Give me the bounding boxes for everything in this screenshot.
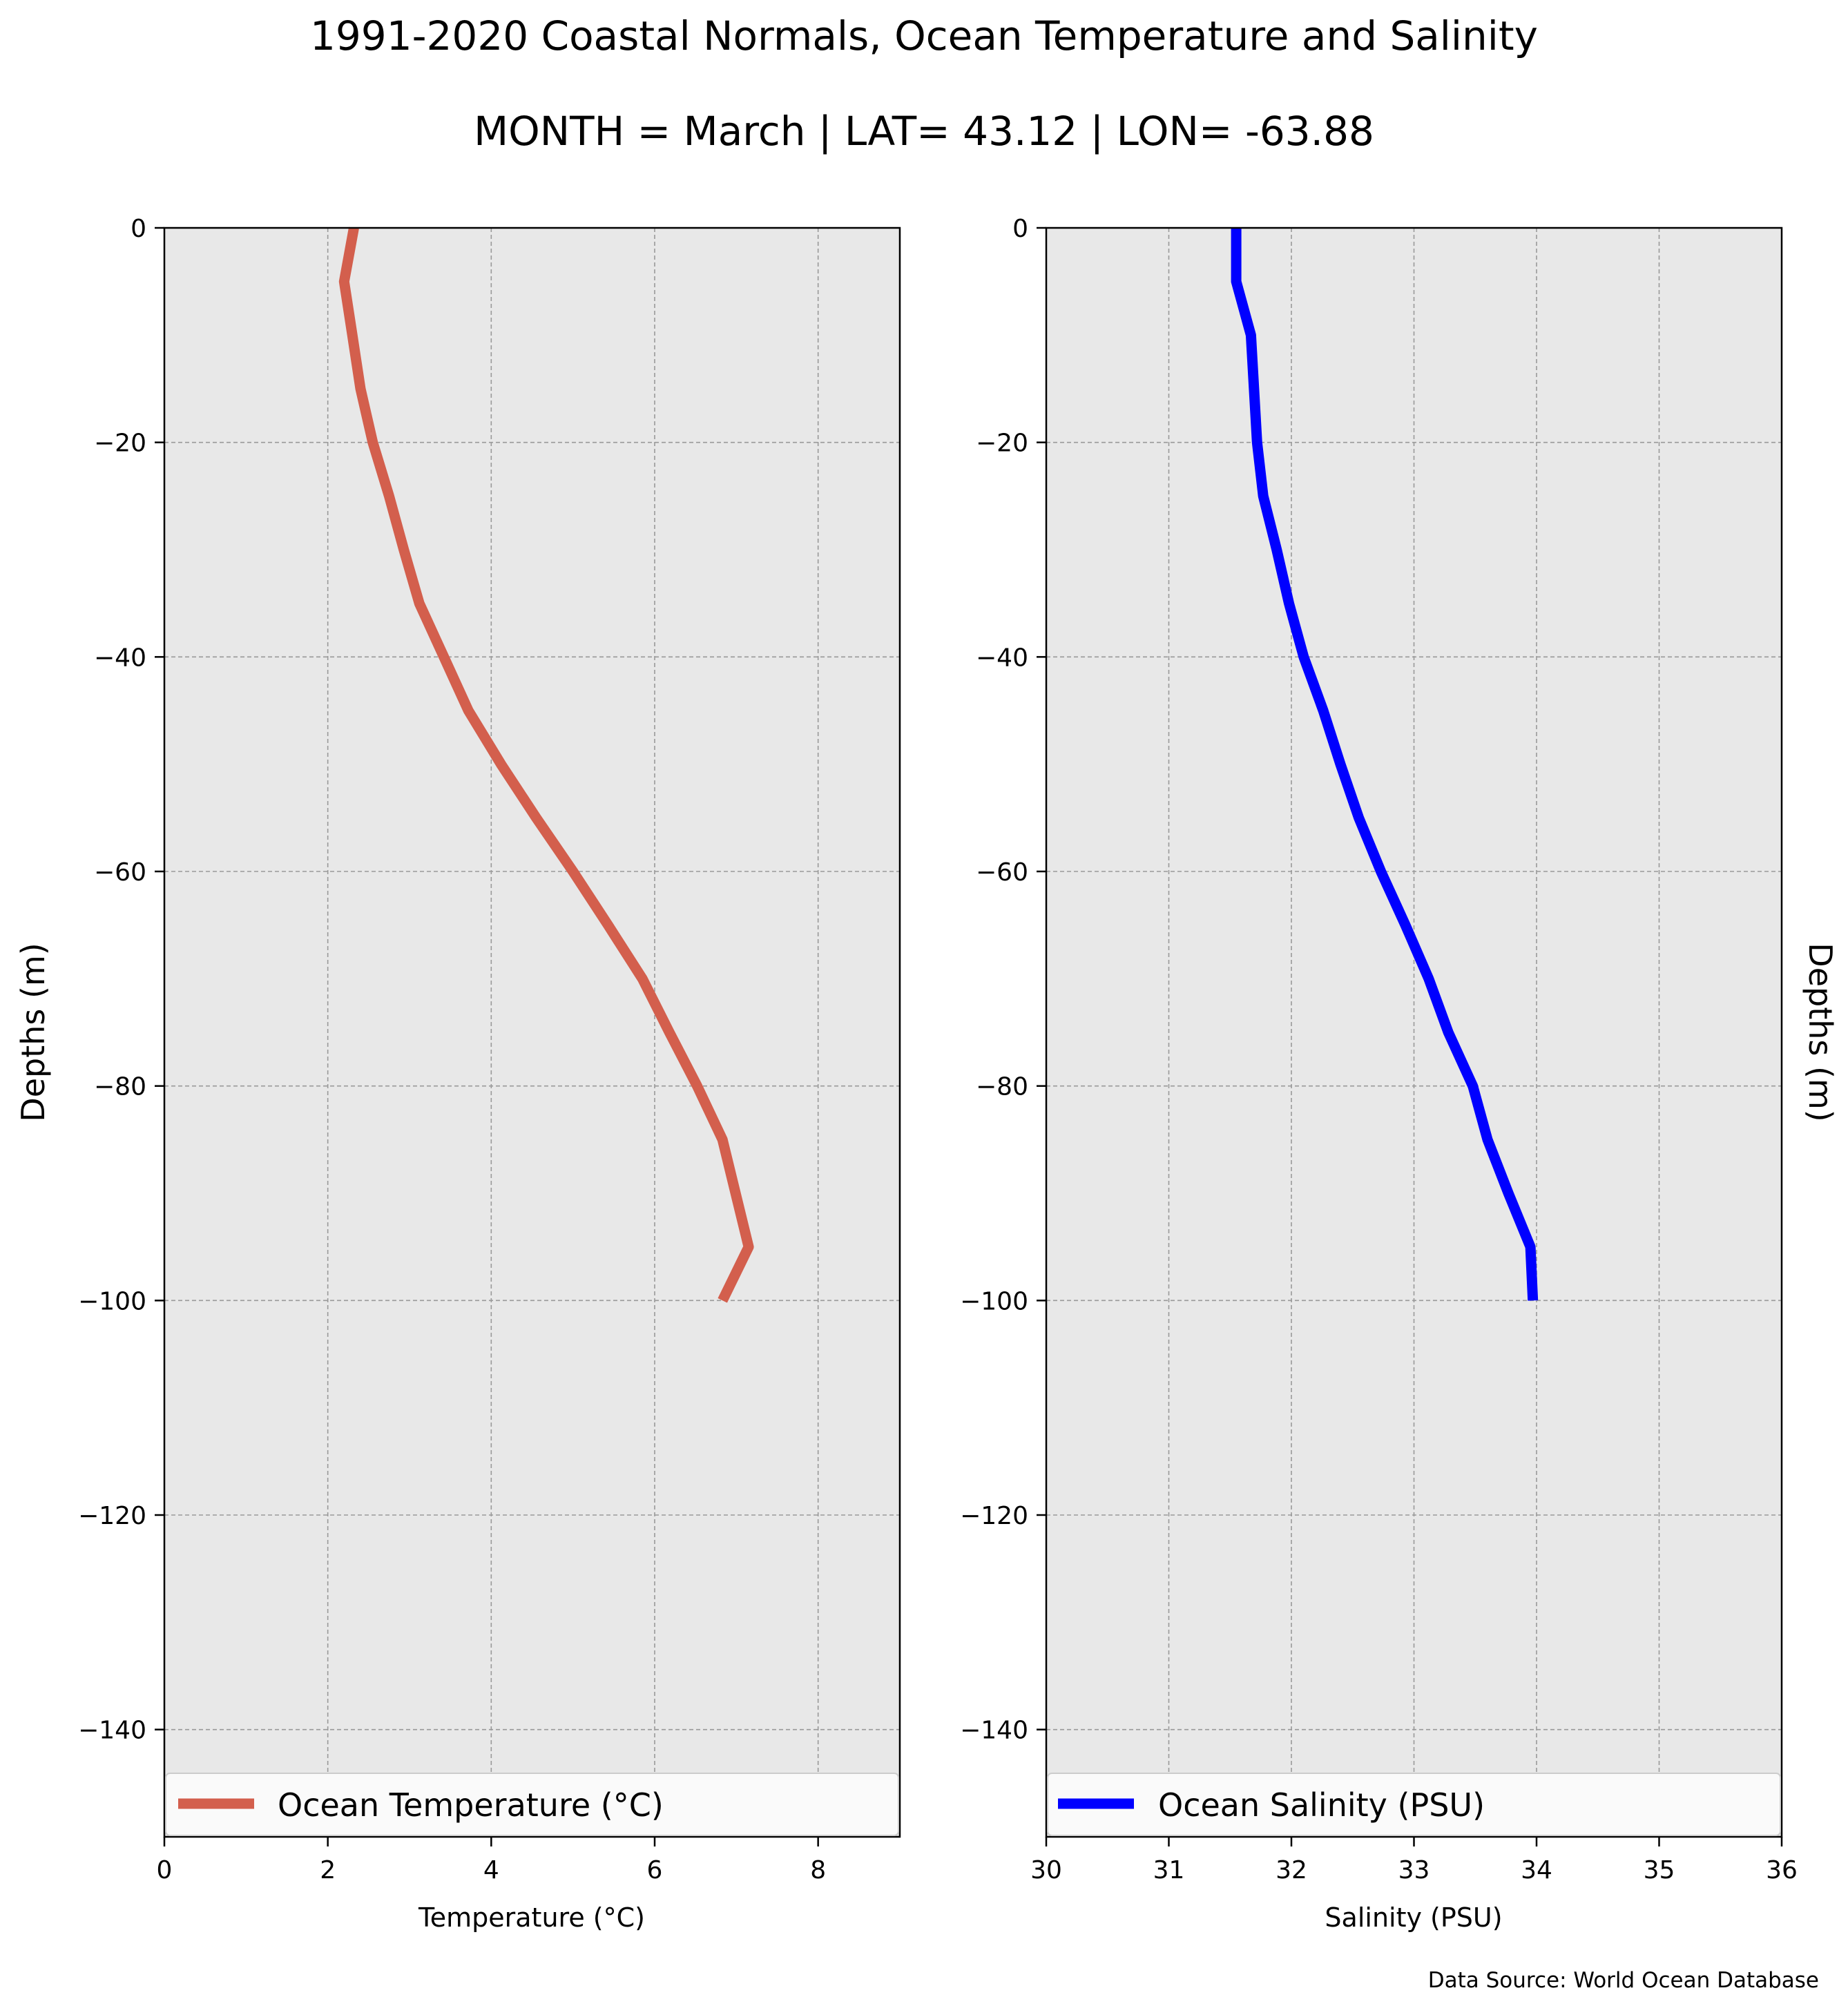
data-source-note: Data Source: World Ocean Database xyxy=(1428,1968,1819,1993)
temperature-y-tick-label: −140 xyxy=(78,1717,146,1745)
temperature-axes-frame xyxy=(163,226,901,1838)
salinity-y-tick-label: −120 xyxy=(960,1502,1028,1530)
temperature-x-tick-label: 6 xyxy=(647,1856,663,1884)
temperature-x-tick-label: 0 xyxy=(157,1856,173,1884)
temperature-plot-area xyxy=(164,228,900,1837)
temperature-legend-label: Ocean Temperature (°C) xyxy=(278,1786,664,1824)
salinity-x-tick-label: 36 xyxy=(1766,1856,1798,1884)
temperature-legend-box xyxy=(165,1773,899,1836)
salinity-x-tick-label: 31 xyxy=(1153,1856,1185,1884)
salinity-panel: 30 31 32 33 34 35 360−20−40−60−80−100−120−140 … xyxy=(960,215,1839,1933)
temperature-y-tick-label: −40 xyxy=(94,644,146,672)
temperature-x-tick-label: 2 xyxy=(320,1856,336,1884)
salinity-y-tick-label: −100 xyxy=(960,1287,1028,1315)
temperature-y-tick-label: −80 xyxy=(94,1073,146,1101)
temperature-ticks: 0 2 4 6 8 0 −20 −40 −60 −80 −100 −120 −140 xyxy=(78,215,826,1884)
temperature-y-tick-label: −100 xyxy=(78,1287,146,1315)
salinity-y-tick-label: −40 xyxy=(976,644,1028,672)
salinity-x-tick-label: 33 xyxy=(1398,1856,1430,1884)
salinity-y-tick-label: −60 xyxy=(976,858,1028,887)
temperature-series-line xyxy=(338,226,754,1303)
salinity-series xyxy=(1231,228,1539,1301)
salinity-x-axis-label: Salinity (PSU) xyxy=(1325,1902,1502,1933)
temperature-grid xyxy=(164,227,900,1837)
salinity-legend-label: Ocean Salinity (PSU) xyxy=(1158,1786,1485,1824)
salinity-legend: Ocean Salinity (PSU) xyxy=(1047,1773,1781,1836)
temperature-legend: Ocean Temperature (°C) xyxy=(165,1773,899,1836)
salinity-y-axis-label: Depths (m) xyxy=(1802,943,1839,1121)
temperature-y-tick-label: −60 xyxy=(94,858,146,887)
temperature-x-tick-label: 8 xyxy=(810,1856,826,1884)
temperature-series xyxy=(338,226,754,1303)
chart-subtitle: MONTH = March | LAT= 43.12 | LON= -63.88 xyxy=(474,108,1374,155)
salinity-x-tick-label: 32 xyxy=(1276,1856,1307,1884)
temperature-y-tick-label: −20 xyxy=(94,430,146,458)
temperature-y-tick-label: 0 xyxy=(131,215,146,243)
temperature-y-tick-label: −120 xyxy=(78,1502,146,1530)
salinity-ticks: 30 31 32 33 34 35 36 0 −20 −40 −60 −80 −100 −120 −140 xyxy=(960,215,1798,1884)
salinity-y-tick-label: 0 xyxy=(1012,215,1028,243)
salinity-x-tick-label: 35 xyxy=(1644,1856,1675,1884)
salinity-legend-box xyxy=(1047,1773,1781,1836)
temperature-y-axis-label: Depths (m) xyxy=(15,943,52,1121)
temperature-x-tick-label: 4 xyxy=(483,1856,499,1884)
salinity-x-tick-label: 30 xyxy=(1030,1856,1062,1884)
temperature-x-axis-label: Temperature (°C) xyxy=(418,1902,645,1933)
salinity-x-tick-label: 34 xyxy=(1521,1856,1552,1884)
salinity-y-tick-label: −80 xyxy=(976,1073,1028,1101)
temperature-panel: 0 2 4 6 8 0 −20 −40 −60 −80 −100 −120 −140 Ocean Tem… xyxy=(15,215,901,1933)
salinity-series-line xyxy=(1231,228,1539,1301)
salinity-y-tick-label: −140 xyxy=(960,1717,1028,1745)
chart-title: 1991-2020 Coastal Normals, Ocean Tempera… xyxy=(310,12,1538,59)
salinity-y-tick-label: −20 xyxy=(976,430,1028,458)
